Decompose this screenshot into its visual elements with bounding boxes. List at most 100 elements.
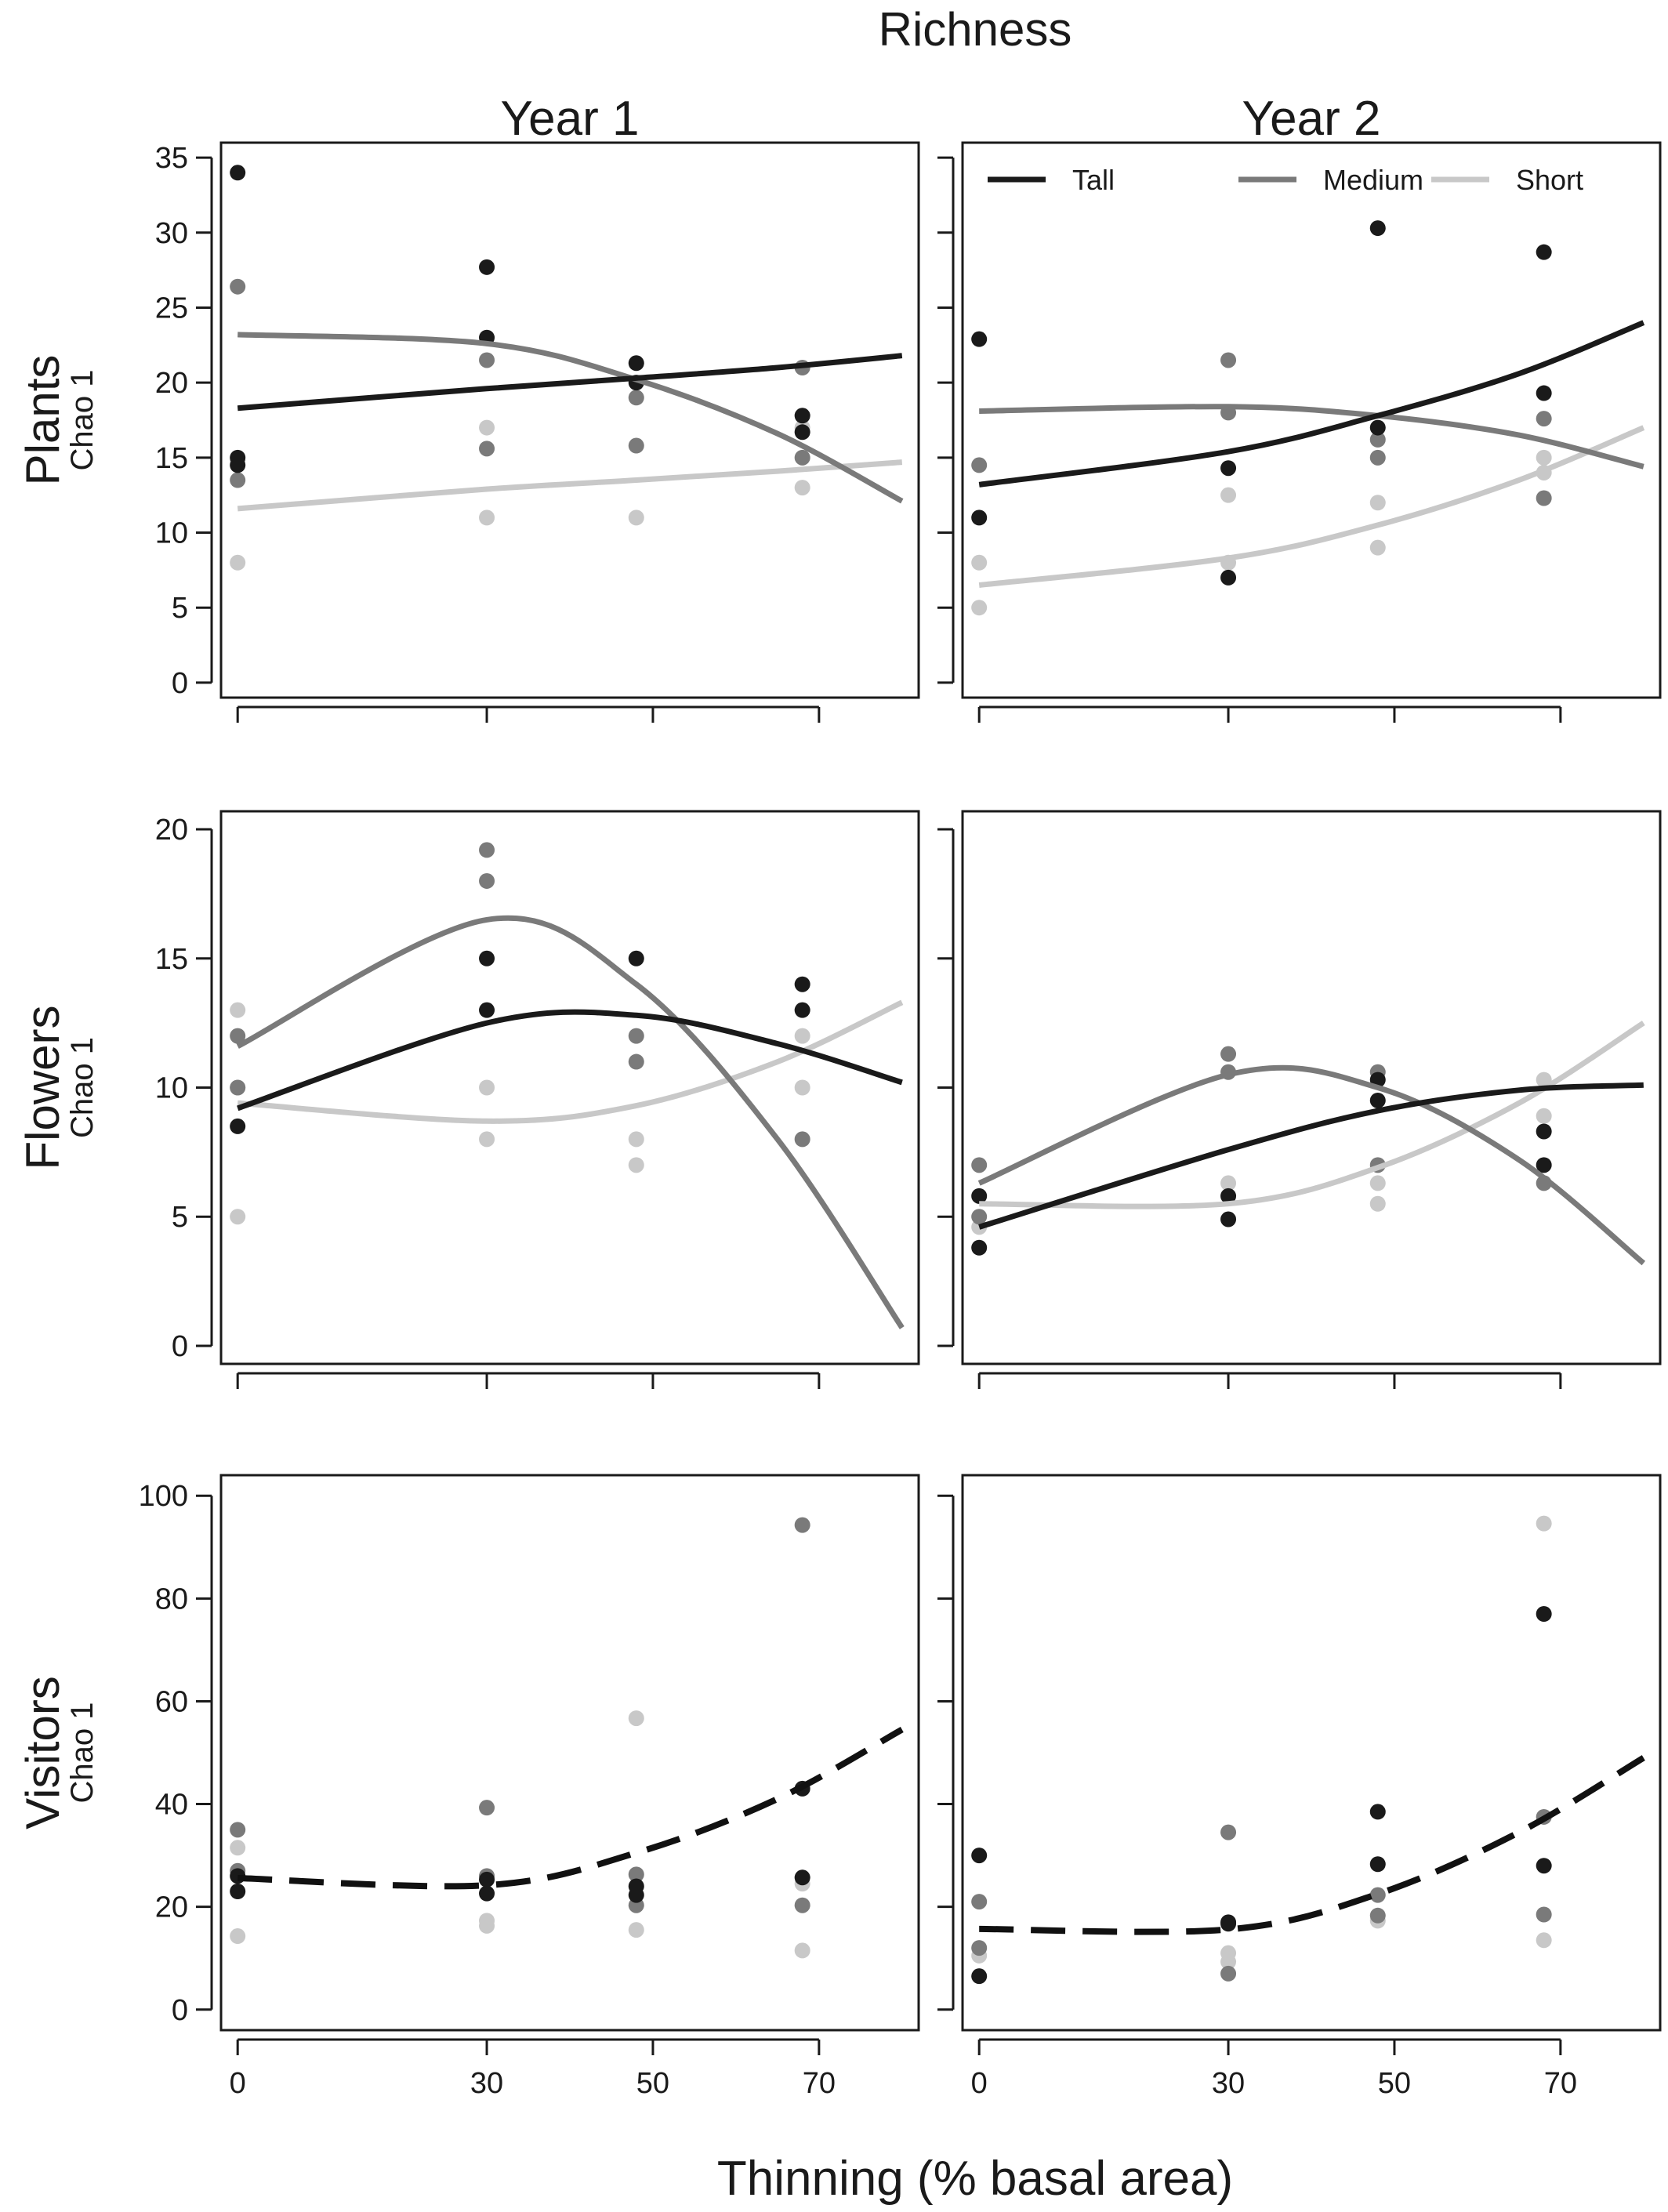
point-short bbox=[794, 1028, 810, 1044]
point-tall bbox=[1369, 1804, 1386, 1820]
y-tick-label: 10 bbox=[155, 1072, 188, 1105]
point-short bbox=[479, 509, 495, 526]
y-tick-label: 5 bbox=[172, 592, 188, 625]
legend-label-medium: Medium bbox=[1323, 164, 1423, 196]
panel-frame bbox=[961, 141, 1662, 699]
point-tall bbox=[1536, 1858, 1552, 1874]
panel-plants-year-2 bbox=[937, 141, 1662, 723]
point-tall bbox=[1536, 1157, 1552, 1173]
point-tall bbox=[794, 1002, 810, 1018]
point-short bbox=[1220, 1953, 1237, 1970]
point-tall bbox=[1369, 1856, 1386, 1873]
panel-frame bbox=[961, 1474, 1662, 2032]
point-tall bbox=[794, 424, 810, 441]
point-tall bbox=[794, 976, 810, 992]
panel-frame bbox=[961, 810, 1662, 1365]
point-tall bbox=[1536, 1606, 1552, 1622]
fit-line-short bbox=[237, 999, 904, 1124]
fit-line-short bbox=[978, 425, 1645, 588]
point-short bbox=[1536, 449, 1552, 466]
point-tall bbox=[1369, 419, 1386, 436]
point-short bbox=[794, 480, 810, 496]
figure-title: Richness bbox=[879, 3, 1072, 56]
point-medium bbox=[971, 1209, 988, 1225]
x-tick-label: 50 bbox=[1378, 2067, 1411, 2100]
point-tall bbox=[971, 1188, 988, 1204]
y-tick-label: 80 bbox=[155, 1583, 188, 1615]
point-medium bbox=[971, 1940, 988, 1956]
y-tick-label: 40 bbox=[155, 1789, 188, 1822]
point-medium bbox=[1220, 352, 1237, 368]
fit-line-medium bbox=[977, 1064, 1646, 1266]
point-tall bbox=[1220, 1188, 1237, 1204]
y-tick-label: 20 bbox=[155, 1891, 188, 1924]
point-medium bbox=[628, 437, 644, 454]
point-medium bbox=[1536, 411, 1552, 427]
panel-frame bbox=[219, 141, 920, 699]
point-medium bbox=[1369, 431, 1386, 448]
x-tick-label: 0 bbox=[230, 2067, 246, 2100]
point-medium bbox=[479, 352, 495, 368]
point-tall bbox=[971, 1848, 988, 1864]
row-title-visitors: Visitors bbox=[16, 1676, 69, 1829]
point-medium bbox=[628, 1028, 644, 1044]
point-tall bbox=[1536, 385, 1552, 401]
column-title-year2: Year 2 bbox=[1242, 92, 1381, 146]
point-tall bbox=[230, 457, 246, 473]
legend-label-short: Short bbox=[1516, 164, 1583, 196]
point-short bbox=[1220, 487, 1237, 503]
point-short bbox=[1536, 1515, 1552, 1532]
x-tick-label: 0 bbox=[971, 2067, 988, 2100]
y-tick-label: 20 bbox=[155, 367, 188, 400]
point-short bbox=[628, 1710, 644, 1727]
point-tall bbox=[971, 1968, 988, 1985]
point-medium bbox=[479, 1800, 495, 1816]
point-tall bbox=[1536, 244, 1552, 260]
fit-line-tall bbox=[237, 1009, 903, 1111]
point-tall bbox=[479, 1002, 495, 1018]
point-short bbox=[1369, 1195, 1386, 1212]
panel-visitors-year-2: 0 30 50 70 bbox=[937, 1474, 1662, 2100]
x-tick-label: 30 bbox=[470, 2067, 503, 2100]
fit-line-short bbox=[979, 1021, 1645, 1209]
point-medium bbox=[794, 1897, 810, 1913]
point-short bbox=[1369, 495, 1386, 511]
fit-line-all bbox=[238, 1727, 904, 1890]
point-medium bbox=[794, 1517, 810, 1533]
row-title-flowers: Flowers bbox=[16, 1005, 69, 1169]
point-medium bbox=[1220, 1046, 1237, 1062]
y-tick-label: 25 bbox=[155, 292, 188, 325]
y-tick-label: 0 bbox=[172, 1994, 188, 2027]
point-short bbox=[1369, 1175, 1386, 1191]
point-medium bbox=[628, 1053, 644, 1070]
point-medium bbox=[230, 1079, 246, 1096]
x-tick-label: 70 bbox=[1544, 2067, 1577, 2100]
point-medium bbox=[794, 449, 810, 466]
x-tick-label: 30 bbox=[1212, 2067, 1245, 2100]
point-medium bbox=[230, 278, 246, 295]
point-medium bbox=[1220, 1965, 1237, 1982]
y-axis-label: Chao 1 bbox=[65, 370, 100, 471]
fit-line-all bbox=[979, 1755, 1645, 1935]
point-short bbox=[794, 1942, 810, 1959]
x-tick-label: 70 bbox=[803, 2067, 836, 2100]
y-tick-label: 60 bbox=[155, 1685, 188, 1718]
point-medium bbox=[479, 872, 495, 889]
point-short bbox=[628, 509, 644, 526]
point-tall bbox=[1369, 220, 1386, 237]
panel-flowers-year-2 bbox=[937, 810, 1662, 1389]
column-title-year1: Year 1 bbox=[501, 92, 640, 146]
x-tick-label: 50 bbox=[636, 2067, 669, 2100]
point-short bbox=[794, 1079, 810, 1096]
point-medium bbox=[1369, 1907, 1386, 1924]
point-short bbox=[230, 1840, 246, 1856]
point-short bbox=[479, 1917, 495, 1934]
point-tall bbox=[971, 331, 988, 347]
legend: Tall Medium Short bbox=[988, 164, 1583, 196]
panel-frame bbox=[219, 810, 920, 1365]
point-tall bbox=[628, 950, 644, 966]
